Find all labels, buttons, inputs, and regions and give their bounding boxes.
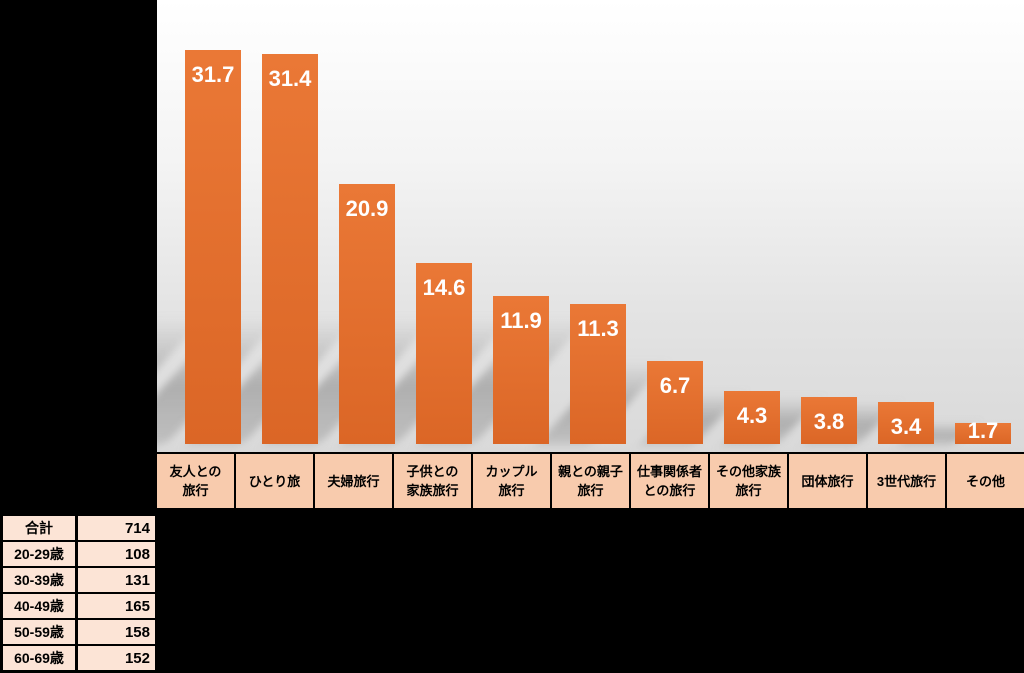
bar-value-label: 14.6 bbox=[422, 275, 466, 300]
row-value: 158 bbox=[124, 623, 150, 641]
bar-9 bbox=[801, 397, 857, 444]
category-cell-10: 3世代旅行 bbox=[868, 454, 947, 508]
table-row: 60-69歳 152 bbox=[3, 646, 155, 670]
bar-value-label: 11.9 bbox=[500, 308, 542, 333]
bar-2 bbox=[262, 54, 318, 444]
category-cell-1: 友人との 旅行 bbox=[157, 454, 236, 508]
bar-6 bbox=[570, 304, 626, 444]
row-value: 131 bbox=[124, 571, 150, 589]
bar-7 bbox=[647, 361, 703, 444]
category-cell-4: 子供との 家族旅行 bbox=[394, 454, 473, 508]
category-cell-11: その他 bbox=[965, 473, 1005, 489]
row-label: 20-29歳 bbox=[3, 542, 78, 566]
bar-value-label: 3.8 bbox=[813, 409, 845, 434]
bar-3 bbox=[339, 184, 395, 444]
row-label: 50-59歳 bbox=[3, 620, 78, 644]
bar-10 bbox=[878, 402, 934, 444]
category-cell-2: ひとり旅 bbox=[236, 454, 315, 508]
category-cell-8: その他家族 旅行 bbox=[710, 454, 789, 508]
age-summary-table: 合計 714 20-29歳 108 30-39歳 131 40-49歳 165 50-59歳 15… bbox=[0, 513, 158, 673]
category-cell-7: 仕事関係者 との旅行 bbox=[631, 454, 710, 508]
bar-value-label: 6.7 bbox=[659, 373, 691, 398]
row-label: 60-69歳 bbox=[3, 646, 78, 670]
row-label: 30-39歳 bbox=[3, 568, 78, 592]
row-value: 714 bbox=[124, 519, 150, 537]
bar-value-label: 11.3 bbox=[577, 316, 619, 341]
bar-value-label: 20.9 bbox=[345, 196, 389, 221]
table-row: 40-49歳 165 bbox=[3, 594, 155, 620]
bar-8 bbox=[724, 391, 780, 444]
category-cell-5: カップル 旅行 bbox=[473, 454, 552, 508]
bar-value-label: 4.3 bbox=[736, 403, 768, 428]
bar-value-label: 31.4 bbox=[268, 66, 312, 91]
category-cell-6: 親との親子 旅行 bbox=[552, 454, 631, 508]
table-row: 合計 714 bbox=[3, 516, 155, 542]
row-label: 40-49歳 bbox=[3, 594, 78, 618]
bar-value-label: 31.7 bbox=[191, 62, 235, 87]
bar-value-label: 1.7 bbox=[967, 418, 999, 443]
table-row: 30-39歳 131 bbox=[3, 568, 155, 594]
bar-1 bbox=[185, 50, 241, 444]
category-cell-3: 夫婦旅行 bbox=[315, 454, 394, 508]
bar-5 bbox=[493, 296, 549, 444]
bar-chart: 31.7 31.4 20.9 14.6 11.9 11.3 6.7 4.3 3.8 3.4 1.7 … bbox=[157, 0, 1024, 511]
bar-4 bbox=[416, 263, 472, 444]
category-cell-9: 団体旅行 bbox=[789, 454, 868, 508]
bar-value-label: 3.4 bbox=[890, 414, 922, 439]
row-value: 152 bbox=[124, 649, 150, 667]
row-value: 108 bbox=[124, 545, 150, 563]
row-label: 合計 bbox=[3, 516, 78, 540]
category-axis: 友人との 旅行 ひとり旅 夫婦旅行 子供との 家族旅行 カップル 旅行 親との親子 旅行仕… bbox=[157, 452, 1024, 510]
table-row: 50-59歳 158 bbox=[3, 620, 155, 646]
plot-area: 31.7 31.4 20.9 14.6 11.9 11.3 6.7 4.3 3.8 3.4 1.7 bbox=[157, 0, 1024, 452]
row-value: 165 bbox=[124, 597, 150, 615]
bar-11 bbox=[955, 423, 1011, 444]
table-row: 20-29歳 108 bbox=[3, 542, 155, 568]
